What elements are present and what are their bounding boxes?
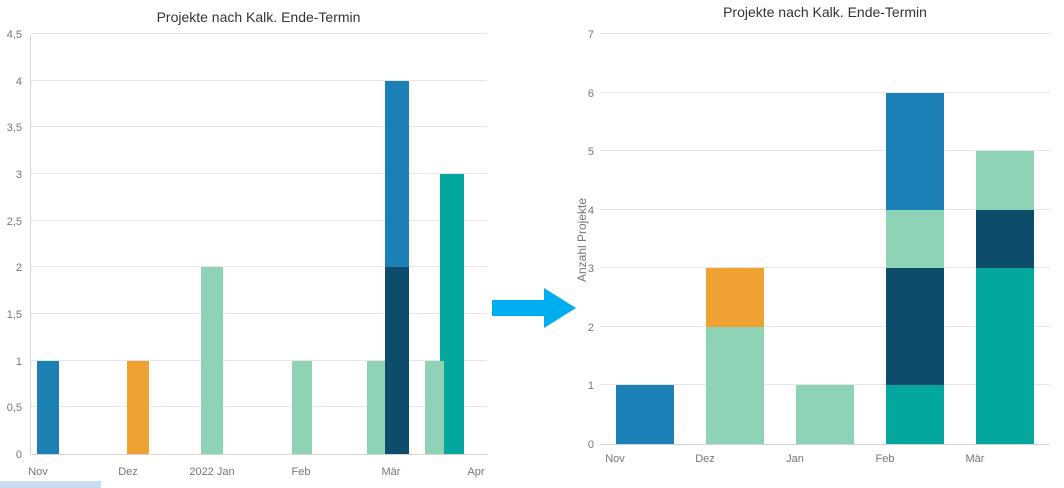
chart-clustered: Projekte nach Kalk. Ende-Termin 0 0,5 1 1,5… — [6, 9, 487, 478]
stack-Mär-mint — [976, 151, 1034, 210]
y-tick-label: 5 — [587, 146, 594, 159]
y-tick-label: 3,5 — [6, 122, 22, 135]
partial-element-strip — [0, 481, 101, 488]
bar-Apr-mint — [425, 360, 444, 454]
bar-Mär-navy — [385, 267, 409, 454]
y-tick-label: 7 — [587, 29, 594, 41]
x-tick-label: Feb — [291, 466, 311, 478]
y-tick-label: 4 — [15, 75, 22, 88]
bar-Nov-blue — [37, 360, 59, 454]
y-tick-label: 2 — [15, 262, 22, 275]
h-gridline — [31, 173, 487, 174]
x-tick-label: Feb — [875, 453, 895, 465]
y-tick-label: 4 — [587, 204, 594, 217]
h-gridline — [600, 267, 1050, 269]
stack-Dez-orange — [706, 268, 764, 327]
transform-arrow-icon — [492, 288, 578, 328]
right-plot-area — [600, 33, 1050, 445]
y-tick-label: 0 — [587, 439, 594, 451]
right-y-axis-title: Anzahl Projekte — [575, 197, 589, 283]
left-plot-area — [30, 33, 487, 455]
h-gridline — [600, 325, 1050, 327]
y-tick-label: 2 — [587, 321, 594, 334]
stack-Nov-blue — [616, 385, 674, 444]
h-gridline — [31, 266, 487, 268]
stack-Feb-teal — [886, 385, 944, 444]
stack-Feb-navy — [886, 268, 944, 386]
x-tick-label: Nov — [605, 453, 625, 465]
y-tick-label: 2,5 — [6, 215, 22, 228]
h-gridline — [600, 150, 1050, 152]
y-tick-label: 0,5 — [6, 402, 22, 415]
right-chart-title: Projekte nach Kalk. Ende-Termin — [723, 4, 927, 20]
x-tick-label: Nov — [28, 466, 48, 478]
stack-Dez-mint — [706, 326, 764, 444]
y-tick-label: 6 — [587, 87, 594, 100]
chart-stacked: Projekte nach Kalk. Ende-Termin Anzahl P… — [560, 0, 1064, 488]
y-tick-label: 1,5 — [6, 309, 22, 321]
bar-Mär-blue — [385, 80, 409, 268]
stack-Mär-navy — [976, 209, 1034, 269]
arrow-head — [544, 288, 576, 328]
arrow-shaft — [492, 300, 544, 316]
y-tick-label: 3 — [587, 263, 594, 276]
stack-Feb-mint — [886, 209, 944, 269]
stack-Mär-teal — [976, 268, 1034, 444]
h-gridline — [31, 406, 487, 408]
y-tick-label: 1 — [587, 380, 594, 393]
h-gridline — [31, 79, 487, 81]
x-tick-label: Apr — [467, 466, 485, 478]
h-gridline — [31, 313, 487, 314]
x-tick-label: 2022 Jan — [189, 466, 235, 478]
y-tick-label: 1 — [15, 355, 22, 368]
h-gridline — [31, 33, 487, 34]
left-chart-title: Projekte nach Kalk. Ende-Termin — [156, 9, 361, 25]
bar-2022 Jan-mint — [201, 267, 223, 454]
x-tick-label: Jan — [786, 453, 804, 465]
x-tick-label: Dez — [118, 466, 138, 478]
h-gridline — [600, 33, 1050, 34]
bar-Apr-teal — [440, 174, 464, 454]
h-gridline — [31, 359, 487, 361]
y-tick-label: 3 — [15, 169, 22, 181]
h-gridline — [31, 219, 487, 221]
bar-Mär-mint — [367, 360, 385, 454]
h-gridline — [600, 384, 1050, 386]
y-tick-label: 0 — [15, 449, 22, 461]
bar-Dez-orange — [127, 360, 149, 454]
stack-Feb-blue — [886, 92, 944, 210]
bar-Feb-mint — [292, 360, 312, 454]
x-tick-label: Mär — [965, 453, 985, 465]
x-tick-label: Mär — [381, 466, 401, 478]
h-gridline — [31, 126, 487, 128]
stack-Jan-mint — [796, 385, 854, 444]
h-gridline — [600, 208, 1050, 210]
h-gridline — [600, 91, 1050, 93]
x-tick-label: Dez — [695, 453, 715, 465]
y-tick-label: 4,5 — [6, 29, 22, 41]
